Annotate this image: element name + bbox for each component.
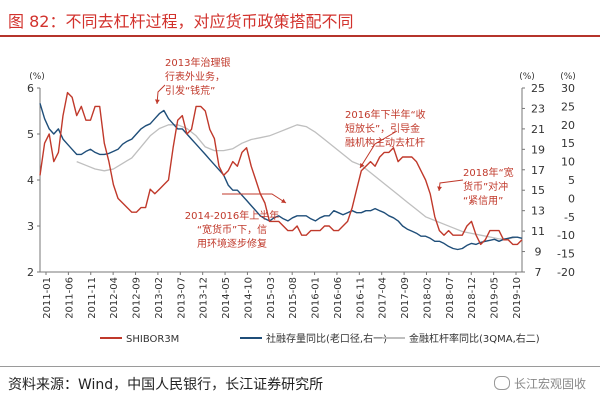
x-tick-label: 2014-10 xyxy=(243,277,254,319)
title-rule xyxy=(0,35,600,37)
annotation-1-line: 行表外业务， xyxy=(165,70,225,83)
source-note: 资料来源：Wind，中国人民银行，长江证券研究所 xyxy=(8,377,324,393)
left-tick-label: 3 xyxy=(27,220,34,233)
x-tick-label: 2012-09 xyxy=(132,277,143,319)
right2-tick-label: 5 xyxy=(568,174,575,187)
right1-tick-label: 17 xyxy=(531,164,545,177)
x-tick-label: 2016-01 xyxy=(311,277,322,319)
right1-tick-label: 13 xyxy=(531,205,545,218)
x-tick-label: 2013-07 xyxy=(176,277,187,319)
left-tick-label: 2 xyxy=(27,266,34,279)
x-tick-label: 2013-12 xyxy=(199,277,210,319)
x-tick-label: 2014-05 xyxy=(221,277,232,319)
right2-tick-label: -15 xyxy=(557,248,575,261)
right1-tick-label: 9 xyxy=(535,246,542,259)
x-tick-label: 2017-09 xyxy=(400,277,411,319)
right2-tick-label: 20 xyxy=(561,119,575,132)
x-tick-label: 2015-08 xyxy=(288,277,299,319)
right1-tick-label: 7 xyxy=(535,266,542,279)
annotation-1-line: 2013年治理银 xyxy=(165,56,230,69)
watermark: 长江宏观固收 xyxy=(493,375,586,392)
right1-axis-unit: (%) xyxy=(519,72,535,82)
left-axis-unit: (%) xyxy=(29,72,45,82)
figure-title: 图 82：不同去杠杆过程，对应货币政策搭配不同 xyxy=(8,12,354,31)
x-tick-label: 2019-10 xyxy=(512,277,523,319)
right1-tick-label: 11 xyxy=(531,225,545,238)
annotation-4-line: “紧信用” xyxy=(463,195,503,207)
legend-label-2: 金融杠杆率同比(3QMA,右二) xyxy=(409,332,540,345)
x-tick-label: 2011-01 xyxy=(42,277,53,319)
x-tick-label: 2018-12 xyxy=(467,277,478,319)
annotation-arrow xyxy=(438,179,464,192)
x-tick-label: 2011-11 xyxy=(87,277,98,319)
annotation-3-line: 短放长”，引导金 xyxy=(345,122,420,135)
left-tick-label: 4 xyxy=(27,174,34,187)
x-tick-label: 2018-07 xyxy=(445,277,456,319)
right1-tick-label: 21 xyxy=(531,123,545,136)
legend-label-1: 社融存量同比(老口径,右一) xyxy=(266,332,387,345)
annotation-arrow xyxy=(222,193,287,204)
right1-tick-label: 25 xyxy=(531,82,545,95)
right2-tick-label: 15 xyxy=(561,137,575,150)
right1-tick-label: 23 xyxy=(531,102,545,115)
annotation-arrowhead xyxy=(281,198,286,203)
x-tick-label: 2017-04 xyxy=(378,277,389,319)
x-tick-label: 2011-06 xyxy=(64,277,75,319)
annotation-2-line: 用环境逐步修复 xyxy=(197,237,267,250)
right2-tick-label: -20 xyxy=(557,266,575,279)
annotation-arrowhead xyxy=(437,186,442,191)
annotation-2-line: “宽货币”下，信 xyxy=(197,223,267,236)
right2-tick-label: 25 xyxy=(561,100,575,113)
left-tick-label: 5 xyxy=(27,128,34,141)
x-tick-label: 2015-03 xyxy=(266,277,277,319)
annotation-arrowhead xyxy=(154,99,160,104)
line-chart: (%) (%) (%)23456791113151719212325-20-15-1… xyxy=(27,56,576,345)
left-tick-label: 6 xyxy=(27,82,34,95)
annotation-1-line: 引发“钱荒” xyxy=(165,84,215,97)
right2-axis-unit: (%) xyxy=(560,72,576,82)
legend-label-0: SHIBOR3M xyxy=(126,334,179,345)
right2-tick-label: -10 xyxy=(557,229,575,242)
series-line-2 xyxy=(76,124,518,240)
right1-tick-label: 15 xyxy=(531,184,545,197)
x-tick-label: 2018-02 xyxy=(422,277,433,319)
x-tick-label: 2019-05 xyxy=(490,277,501,319)
series-line-0 xyxy=(39,91,523,246)
annotation-arrow xyxy=(359,130,398,169)
annotation-2-line: 2014-2016年上半年 xyxy=(185,209,280,222)
footer-rule xyxy=(0,366,600,367)
right1-tick-label: 19 xyxy=(531,143,545,156)
wechat-icon xyxy=(493,376,510,390)
watermark-text: 长江宏观固收 xyxy=(513,377,586,391)
x-tick-label: 2016-06 xyxy=(333,277,344,319)
annotation-3-line: 2016年下半年“收 xyxy=(345,108,426,121)
annotation-3-line: 融机构主动去杠杆 xyxy=(345,136,425,149)
right2-tick-label: 10 xyxy=(561,156,575,169)
series-line-1 xyxy=(39,103,523,251)
annotation-arrowhead xyxy=(360,163,365,168)
x-tick-label: 2013-02 xyxy=(154,277,165,319)
annotation-4-line: 2018年“宽 xyxy=(463,166,514,179)
x-tick-label: 2016-11 xyxy=(355,277,366,319)
x-tick-label: 2012-04 xyxy=(109,277,120,319)
right2-tick-label: -5 xyxy=(564,211,575,224)
right2-tick-label: 0 xyxy=(568,192,575,205)
annotation-4-line: 货币”对冲 xyxy=(463,180,508,193)
right2-tick-label: 30 xyxy=(561,82,575,95)
